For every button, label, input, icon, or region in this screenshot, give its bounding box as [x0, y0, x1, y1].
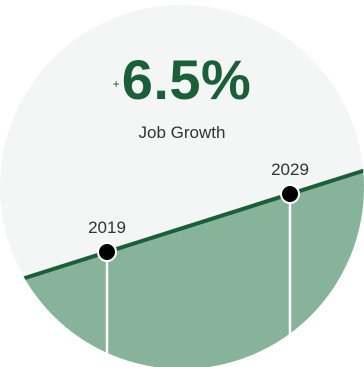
data-point-2029 — [280, 184, 300, 204]
year-label-2019: 2019 — [88, 218, 126, 237]
growth-headline: +6.5% — [0, 52, 364, 108]
growth-trend-line — [0, 165, 364, 291]
data-point-2019 — [97, 242, 117, 262]
growth-value: 6.5% — [121, 48, 252, 111]
growth-prefix: + — [112, 77, 120, 91]
growth-area — [0, 167, 364, 367]
year-label-2029: 2029 — [271, 160, 309, 179]
growth-label: Job Growth — [138, 123, 226, 142]
